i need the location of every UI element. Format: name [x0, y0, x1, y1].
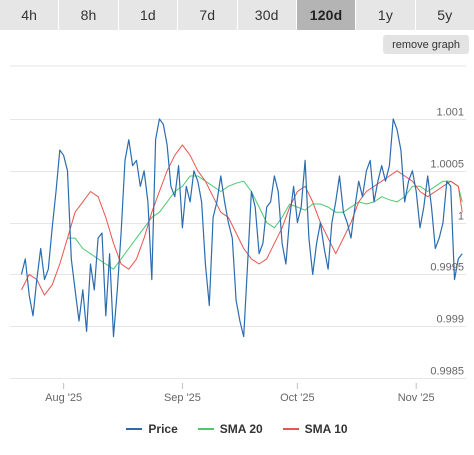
x-tick-label: Sep '25: [164, 392, 201, 404]
y-tick-label: 1.001: [436, 107, 464, 119]
range-button-4h[interactable]: 4h: [0, 0, 60, 30]
legend-item-sma20[interactable]: SMA 20: [197, 422, 263, 436]
y-tick-label: 0.9985: [430, 366, 464, 378]
x-tick-label: Oct '25: [280, 392, 315, 404]
range-button-1y[interactable]: 1y: [356, 0, 416, 30]
legend-item-sma10[interactable]: SMA 10: [282, 422, 348, 436]
y-tick-label: 1.0005: [430, 159, 464, 171]
y-tick-label: 0.999: [436, 314, 464, 326]
legend-swatch-sma20: [197, 428, 214, 430]
range-button-5y[interactable]: 5y: [437, 7, 453, 23]
time-range-selector: 4h 8h 1d 7d 30d 120d 1y 5y: [0, 0, 474, 30]
remove-graph-button[interactable]: remove graph: [383, 35, 469, 54]
series-line-sma10: [21, 144, 463, 296]
y-tick-label: 0.9995: [430, 262, 464, 274]
series-lines: [20, 118, 463, 338]
range-button-120d[interactable]: 120d: [296, 0, 357, 30]
y-axis-labels: 0.9985 0.999 0.9995 1 1.0005 1.001: [430, 107, 464, 378]
legend-label-sma20: SMA 20: [219, 422, 263, 436]
range-button-1d[interactable]: 1d: [119, 0, 179, 30]
grid-lines: [10, 65, 466, 379]
x-tick-label: Nov '25: [398, 392, 435, 404]
legend-swatch-price: [126, 428, 143, 430]
range-button-30d[interactable]: 30d: [238, 0, 297, 30]
range-button-8h[interactable]: 8h: [59, 0, 119, 30]
y-tick-label: 1: [458, 211, 464, 223]
chart-legend: Price SMA 20 SMA 10: [0, 420, 474, 438]
x-tick-label: Aug '25: [45, 392, 82, 404]
x-axis-labels: Aug '25 Sep '25 Oct '25 Nov '25: [45, 383, 435, 404]
legend-swatch-sma10: [282, 428, 299, 430]
legend-label-sma10: SMA 10: [304, 422, 348, 436]
range-button-7d[interactable]: 7d: [178, 0, 238, 30]
legend-label-price: Price: [148, 422, 178, 436]
series-line-sma20: [67, 175, 463, 270]
legend-item-price[interactable]: Price: [126, 422, 178, 436]
series-line-price: [20, 118, 463, 338]
